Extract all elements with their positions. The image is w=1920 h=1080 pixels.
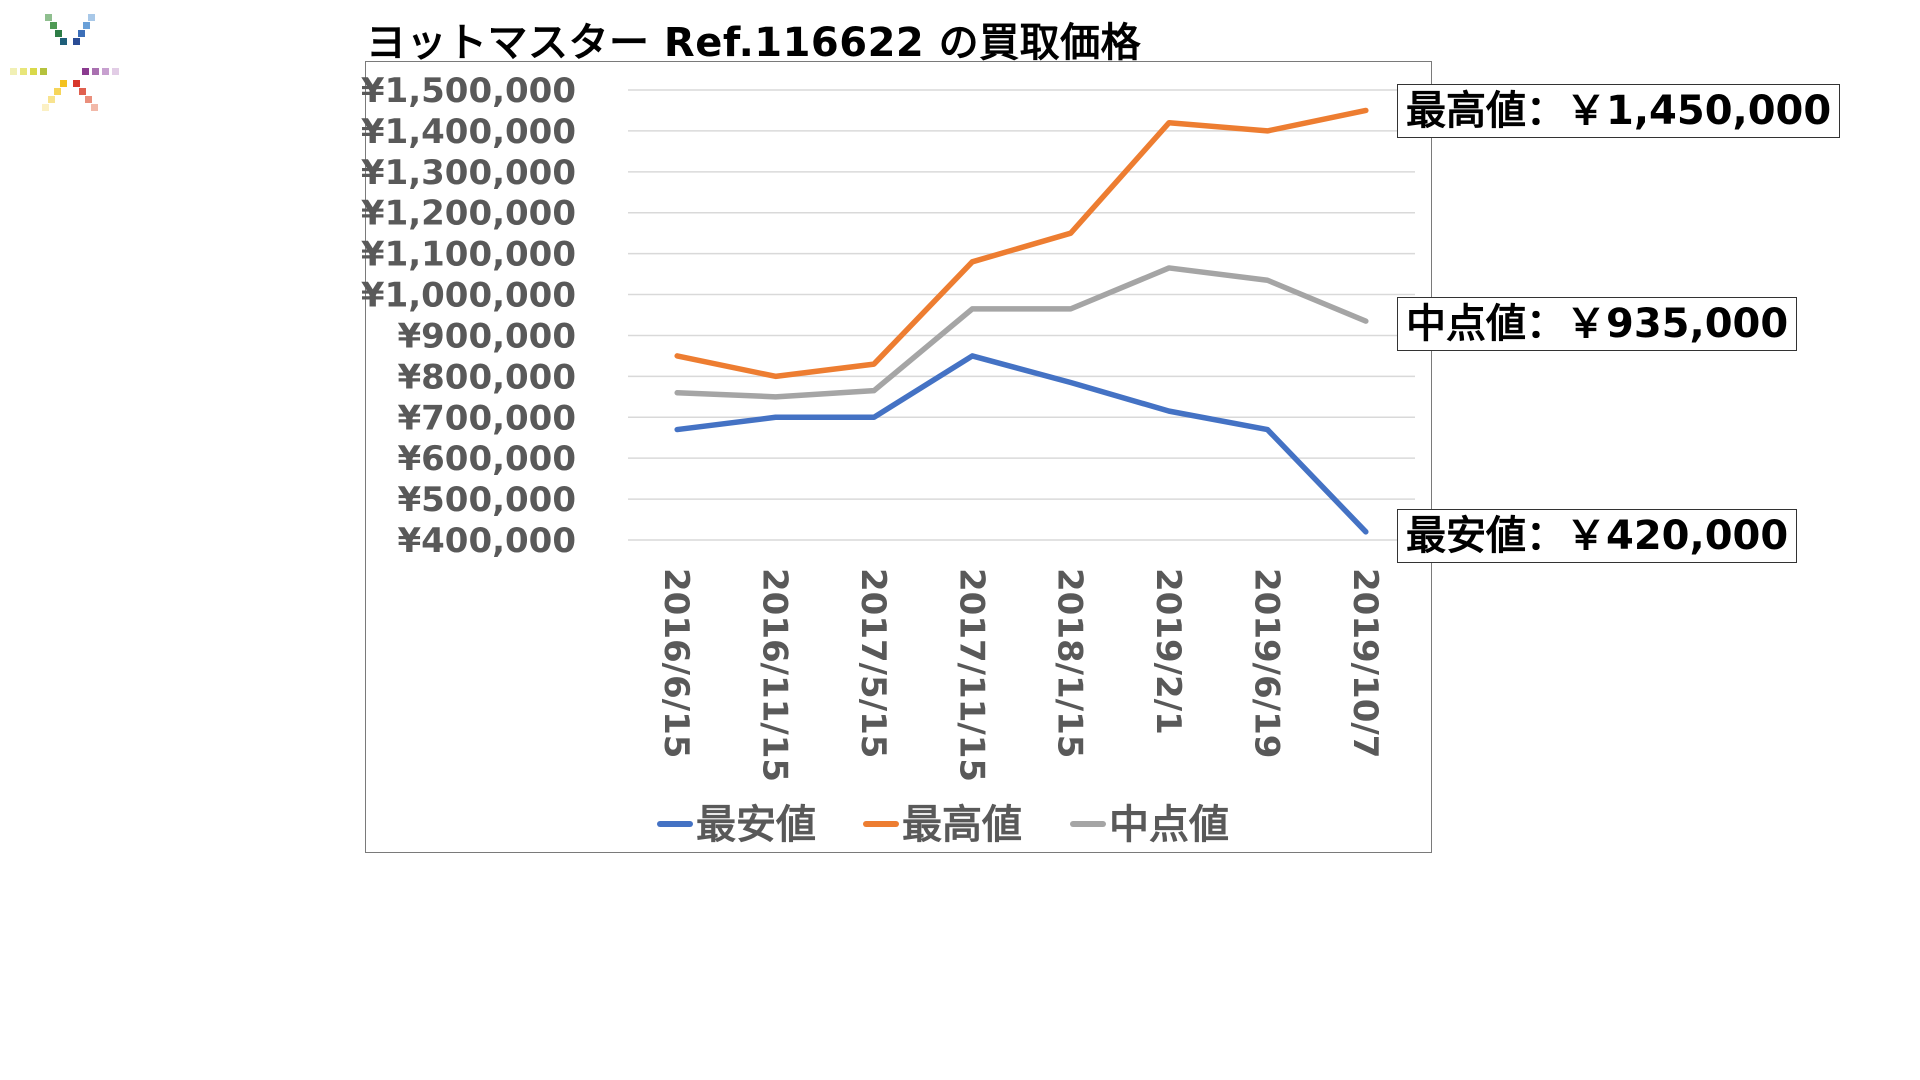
y-tick-label: ¥700,000 — [397, 398, 576, 438]
legend-label: 中点値 — [1109, 802, 1229, 848]
x-tick-label: 2016/11/15 — [755, 568, 795, 782]
legend-label: 最高値 — [902, 802, 1022, 848]
series-line — [674, 107, 1369, 380]
y-tick-label: ¥500,000 — [397, 480, 576, 520]
y-tick-label: ¥800,000 — [397, 357, 576, 397]
y-tick-label: ¥1,200,000 — [361, 194, 576, 234]
y-tick-label: ¥1,100,000 — [361, 235, 576, 275]
chart-title: ヨットマスター Ref.116622 の買取価格 — [366, 20, 1142, 66]
x-tick-label: 2019/2/1 — [1148, 568, 1188, 735]
y-tick-label: ¥600,000 — [397, 439, 576, 479]
x-tick-label: 2019/6/19 — [1246, 568, 1286, 758]
y-tick-label: ¥1,000,000 — [361, 276, 576, 316]
callout-mid-price: 中点値：￥935,000 — [1397, 297, 1798, 351]
chart-area — [365, 61, 1432, 853]
x-tick-label: 2017/5/15 — [853, 568, 893, 758]
logo-rays — [10, 14, 119, 111]
x-tick-label: 2017/11/15 — [951, 568, 991, 782]
series-line — [674, 265, 1369, 400]
y-tick-label: ¥1,500,000 — [361, 71, 576, 111]
y-tick-label: ¥1,400,000 — [361, 112, 576, 152]
y-tick-label: ¥400,000 — [397, 521, 576, 561]
callout-max-price: 最高値：￥1,450,000 — [1397, 84, 1841, 138]
legend-label: 最安値 — [696, 802, 816, 848]
series-line — [674, 353, 1369, 535]
color-burst-logo-icon — [10, 14, 119, 111]
x-tick-label: 2019/10/7 — [1345, 568, 1385, 758]
x-tick-label: 2016/6/15 — [656, 568, 696, 758]
y-tick-label: ¥1,300,000 — [361, 153, 576, 193]
y-tick-label: ¥900,000 — [397, 316, 576, 356]
callout-min-price: 最安値：￥420,000 — [1397, 509, 1798, 563]
x-tick-label: 2018/1/15 — [1050, 568, 1090, 758]
